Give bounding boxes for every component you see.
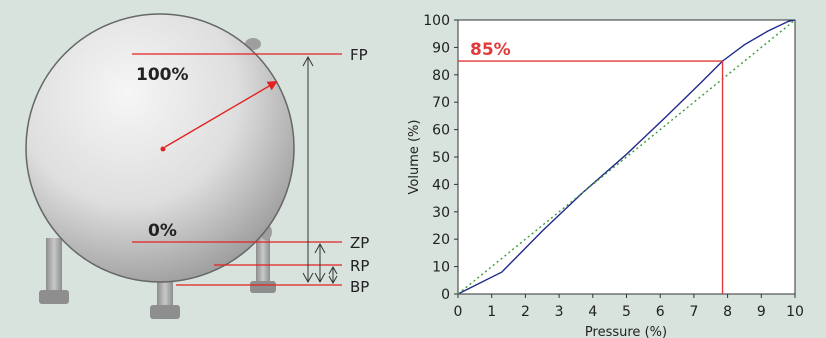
y-tick-label: 90 <box>432 40 450 56</box>
sphere-center-dot <box>160 146 166 152</box>
measurement-arrows <box>302 55 338 285</box>
x-tick-label: 7 <box>689 304 698 320</box>
y-tick-label: 10 <box>432 260 450 276</box>
bp-arrowhead-short <box>328 275 338 285</box>
x-tick-label: 9 <box>757 304 766 320</box>
annotation-label: 85% <box>470 40 511 60</box>
x-tick-label: 8 <box>723 304 732 320</box>
volume-curve <box>457 19 796 295</box>
tank-foot-center <box>150 305 180 319</box>
x-tick-label: 5 <box>622 304 631 320</box>
full-level-label: 100% <box>136 65 189 85</box>
x-tick-label: 4 <box>588 304 597 320</box>
x-tick-label: 10 <box>786 304 804 320</box>
y-tick-label: 0 <box>441 287 450 303</box>
tank-foot-right <box>250 281 276 293</box>
tank-leg-right <box>256 236 270 286</box>
radius-arrow <box>164 80 278 148</box>
y-axis-label: Volume (%) <box>407 120 422 195</box>
rp-arrowhead <box>328 265 338 275</box>
x-tick-label: 2 <box>521 304 530 320</box>
tank-sphere <box>25 13 295 283</box>
y-tick-label: 30 <box>432 205 450 221</box>
x-tick-label: 1 <box>487 304 496 320</box>
x-tick-label: 6 <box>656 304 665 320</box>
x-tick-label: 3 <box>555 304 564 320</box>
y-tick-label: 70 <box>432 95 450 111</box>
tank-leg-left <box>46 238 62 296</box>
zp-marker-label: ZP <box>350 234 369 252</box>
y-tick-label: 80 <box>432 68 450 84</box>
x-tick-label: 0 <box>454 304 463 320</box>
y-tick-label: 100 <box>423 13 450 29</box>
tank-foot-left <box>39 290 69 304</box>
y-tick-label: 50 <box>432 150 450 166</box>
series-layer <box>457 19 796 295</box>
rp-marker-label: RP <box>350 257 369 275</box>
annotation-layer: 85% <box>458 40 724 294</box>
y-tick-label: 60 <box>432 123 450 139</box>
y-tick-label: 40 <box>432 177 450 193</box>
x-axis: 0 1 2 3 4 5 6 7 8 9 10 <box>454 294 804 320</box>
y-axis: 0 10 20 30 40 50 60 70 80 90 100 <box>423 13 458 303</box>
bp-arrowhead-long <box>302 272 314 284</box>
x-axis-label: Pressure (%) <box>585 325 667 338</box>
tank-illustration: 100% 0% FP ZP RP BP <box>25 13 369 319</box>
bp-arrowhead-mid <box>314 272 326 284</box>
zp-arrowhead <box>314 242 326 254</box>
y-tick-label: 20 <box>432 232 450 248</box>
bp-marker-label: BP <box>350 278 369 296</box>
zero-level-label: 0% <box>148 221 177 241</box>
fp-arrowhead <box>302 55 314 67</box>
fp-marker-label: FP <box>350 46 368 64</box>
linear-reference-line <box>457 19 796 295</box>
